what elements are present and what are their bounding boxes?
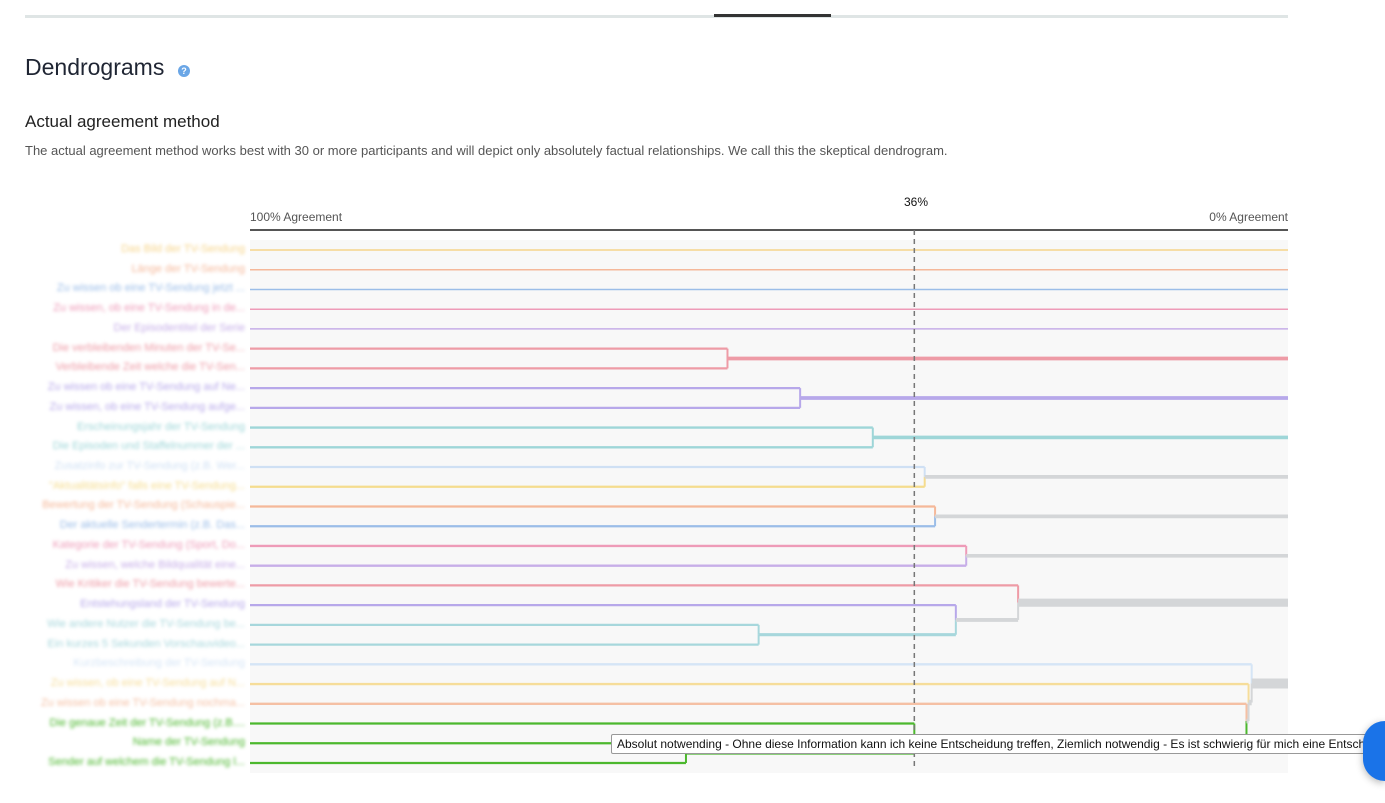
leaf-label: Erscheinungsjahr der TV-Sendung [77,420,245,433]
leaf-label: "Aktualitätsinfo" falls eine TV-Sendung.… [49,479,245,492]
active-tab-indicator [714,14,831,17]
axis-left-label: 100% Agreement [250,210,343,224]
leaf-label: Zusatzinfo zur TV-Sendung (z.B. Wer... [54,460,245,473]
leaf-label: Kurzbeschreibung der TV-Sendung [73,657,245,670]
leaf-label: Länge der TV-Sendung [131,262,245,275]
leaf-label: Der Episodentitel der Serie [113,321,245,334]
leaf-label: Kategorie der TV-Sendung (Sport, Do... [52,538,245,551]
leaf-label: Die Episoden und Staffelnummer der ... [52,440,245,453]
leaf-label: Ein kurzes 5 Sekunden Vorschauvideo... [47,637,245,650]
question-circle-icon[interactable]: ? [178,65,190,77]
leaf-label: Zu wissen, ob eine TV-Sendung in de... [53,302,245,315]
leaf-label: Zu wissen ob eine TV-Sendung jetzt ... [56,282,245,295]
leaf-label: Entstehungsland der TV-Sendung [80,598,245,611]
chat-icon[interactable] [1363,721,1385,781]
tab-bar-divider [25,15,1288,18]
leaf-label: Die verbleibenden Minuten der TV-Se... [52,341,245,354]
leaf-label: Die genaue Zeit der TV-Sendung (z.B.... [49,716,245,729]
section-title: Actual agreement method [25,112,220,131]
leaf-label: Verbleibende Zeit welche die TV-Sen... [55,361,245,374]
leaf-label: Der aktuelle Sendertermin (z.B. Das... [59,519,245,532]
tooltip: Absolut notwending - Ohne diese Informat… [611,734,1383,754]
cutoff-label: 36% [904,195,929,209]
leaf-label: Zu wissen ob eine TV-Sendung auf Ne... [47,381,245,394]
leaf-label: Name der TV-Sendung [132,736,245,749]
leaf-label: Wie Kritiker die TV-Sendung bewerte... [55,578,245,591]
leaf-label: Bewertung der TV-Sendung (Schauspie... [42,499,245,512]
leaf-label: Zu wissen, ob eine TV-Sendung aufge... [49,400,245,413]
leaf-label: Zu wissen, ob eine TV-Sendung auf N... [50,677,245,690]
section-description: The actual agreement method works best w… [25,143,948,158]
leaf-label: Zu wissen ob eine TV-Sendung nochma... [40,696,245,709]
page-title: Dendrograms [25,54,165,80]
leaf-label: Wie andere Nutzer die TV-Sendung be... [47,617,245,630]
leaf-label: Sender auf welchem die TV-Sendung l... [48,755,245,768]
axis-right-label: 0% Agreement [1209,210,1288,224]
leaf-label: Das Bild der TV-Sendung [121,243,245,255]
leaf-label: Zu wissen, welche Bildqualität eine... [65,558,245,571]
